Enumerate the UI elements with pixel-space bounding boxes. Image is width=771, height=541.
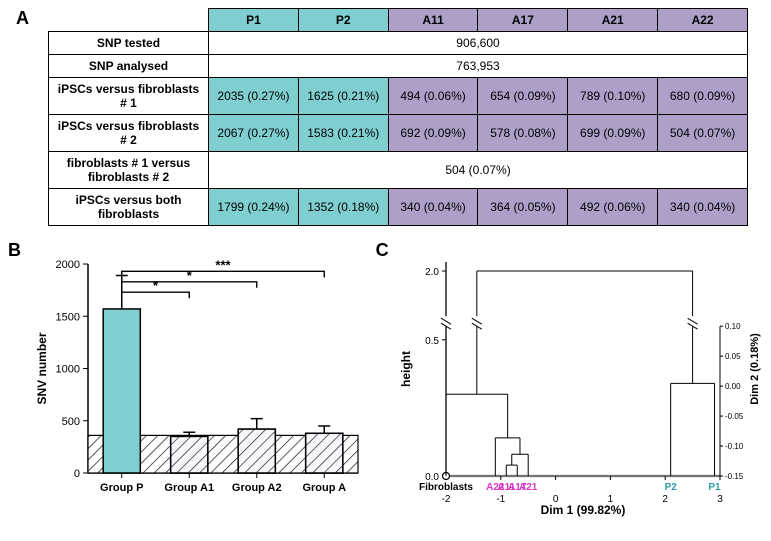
col-header-a21: A21	[568, 9, 658, 32]
svg-text:*: *	[187, 268, 193, 283]
table-cell: 699 (0.09%)	[568, 115, 658, 152]
svg-text:Dim 1 (99.82%): Dim 1 (99.82%)	[540, 503, 625, 517]
bar	[103, 309, 140, 473]
svg-text:500: 500	[62, 416, 80, 428]
svg-text:0.05: 0.05	[725, 352, 741, 361]
table-cell: 1625 (0.21%)	[298, 78, 388, 115]
svg-text:0.00: 0.00	[725, 382, 741, 391]
svg-text:-2: -2	[441, 494, 450, 505]
row-header: SNP tested	[49, 32, 209, 55]
svg-text:*: *	[153, 278, 159, 293]
table-cell: 340 (0.04%)	[388, 189, 478, 226]
panel-c: C 2.00.00.5height-2-10123Dim 1 (99.82%)0…	[376, 240, 763, 520]
svg-text:2: 2	[662, 494, 668, 505]
table-cell: 364 (0.05%)	[478, 189, 568, 226]
svg-text:2000: 2000	[56, 259, 80, 271]
svg-text:0.10: 0.10	[725, 322, 741, 331]
svg-text:0: 0	[74, 468, 80, 480]
svg-text:-0.05: -0.05	[725, 412, 744, 421]
svg-text:1500: 1500	[56, 311, 80, 323]
svg-text:Dim 2 (0.18%): Dim 2 (0.18%)	[749, 333, 761, 405]
row-header: iPSCs versus fibroblasts # 2	[49, 115, 209, 152]
table-cell: 1799 (0.24%)	[209, 189, 299, 226]
panel-a-label: A	[16, 8, 29, 29]
svg-text:2.0: 2.0	[425, 267, 439, 278]
panel-a: A P1P2A11A17A21A22 SNP tested906,600SNP a…	[8, 8, 763, 226]
panel-b: B 0 500 1000 1500 2000 SNV number Group P Group…	[8, 240, 366, 520]
svg-text:P1: P1	[708, 482, 721, 493]
table-cell: 504 (0.07%)	[658, 115, 748, 152]
row-header: fibroblasts # 1 versus fibroblasts # 2	[49, 152, 209, 189]
svg-text:***: ***	[215, 257, 231, 272]
svg-text:Group P: Group P	[100, 482, 143, 494]
svg-text:A21: A21	[519, 482, 538, 493]
table-cell: 2067 (0.27%)	[209, 115, 299, 152]
bottom-row: B 0 500 1000 1500 2000 SNV number Group P Group…	[8, 240, 763, 520]
col-header-p2: P2	[298, 9, 388, 32]
svg-text:-0.10: -0.10	[725, 442, 744, 451]
dendrogram: 2.00.00.5height-2-10123Dim 1 (99.82%)0.1…	[394, 248, 764, 518]
table-cell: 2035 (0.27%)	[209, 78, 299, 115]
table-cell: 763,953	[209, 55, 748, 78]
col-header-a11: A11	[388, 9, 478, 32]
svg-text:Group A2: Group A2	[232, 482, 282, 494]
table-cell: 578 (0.08%)	[478, 115, 568, 152]
row-header: iPSCs versus both fibroblasts	[49, 189, 209, 226]
svg-text:Fibroblasts: Fibroblasts	[419, 482, 473, 493]
table-cell: 654 (0.09%)	[478, 78, 568, 115]
panel-c-label: C	[376, 240, 389, 261]
col-header-a22: A22	[658, 9, 748, 32]
svg-text:SNV number: SNV number	[35, 332, 49, 404]
svg-text:3: 3	[717, 494, 723, 505]
table-cell: 680 (0.09%)	[658, 78, 748, 115]
table-cell: 906,600	[209, 32, 748, 55]
table-cell: 789 (0.10%)	[568, 78, 658, 115]
svg-text:1000: 1000	[56, 364, 80, 376]
table-cell: 492 (0.06%)	[568, 189, 658, 226]
svg-text:-1: -1	[496, 494, 505, 505]
col-header-a17: A17	[478, 9, 568, 32]
snp-table: P1P2A11A17A21A22 SNP tested906,600SNP ana…	[48, 8, 748, 226]
panel-b-label: B	[8, 240, 21, 261]
table-cell: 504 (0.07%)	[209, 152, 748, 189]
bar-chart: 0 500 1000 1500 2000 SNV number Group P Group A…	[28, 248, 368, 518]
table-cell: 494 (0.06%)	[388, 78, 478, 115]
col-header-p1: P1	[209, 9, 299, 32]
svg-text:P2: P2	[664, 482, 677, 493]
table-cell: 692 (0.09%)	[388, 115, 478, 152]
table-cell: 1352 (0.18%)	[298, 189, 388, 226]
svg-text:Group A: Group A	[302, 482, 346, 494]
svg-text:0.5: 0.5	[425, 336, 439, 347]
svg-text:Group A1: Group A1	[164, 482, 214, 494]
row-header: iPSCs versus fibroblasts # 1	[49, 78, 209, 115]
table-cell: 1583 (0.21%)	[298, 115, 388, 152]
svg-text:-0.15: -0.15	[725, 472, 744, 481]
row-header: SNP analysed	[49, 55, 209, 78]
svg-text:height: height	[399, 351, 413, 387]
table-cell: 340 (0.04%)	[658, 189, 748, 226]
